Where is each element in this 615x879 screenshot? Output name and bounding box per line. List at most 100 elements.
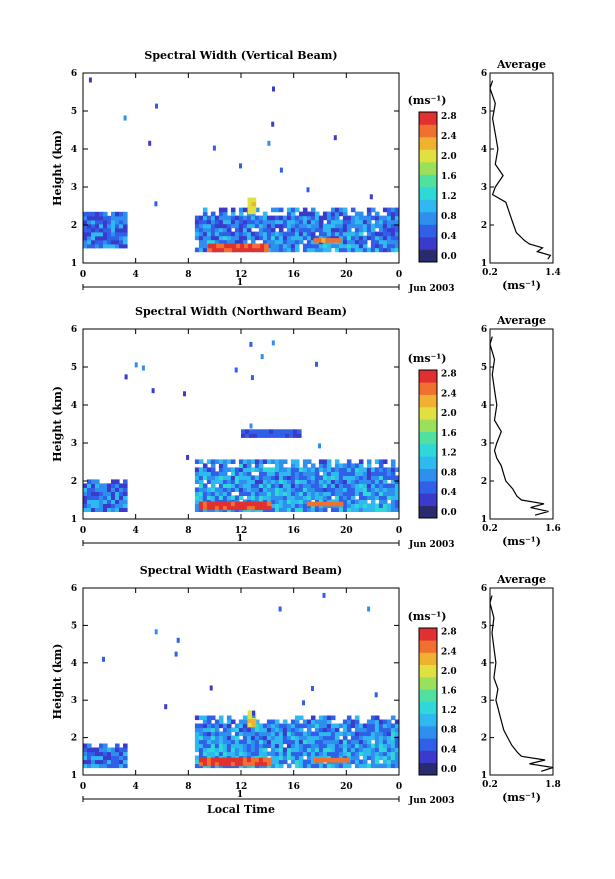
heatmap-cell bbox=[306, 501, 312, 507]
heatmap-cell bbox=[234, 475, 240, 480]
heatmap-cell bbox=[362, 499, 368, 504]
heatmap-cell bbox=[342, 467, 348, 472]
heatmap-cell bbox=[87, 743, 92, 749]
heatmap-cell bbox=[318, 467, 324, 472]
heatmap-cell bbox=[318, 443, 321, 449]
heatmap-cell bbox=[274, 751, 280, 757]
heatmap-cell bbox=[123, 243, 128, 249]
heatmap-cell bbox=[123, 483, 128, 488]
heatmap-cell bbox=[222, 739, 228, 745]
heatmap-cell bbox=[214, 459, 220, 464]
heatmap-cell bbox=[306, 751, 312, 757]
heatmap-cell bbox=[290, 239, 296, 245]
heatmap-cell bbox=[394, 747, 400, 753]
heatmap-cell bbox=[270, 207, 276, 213]
heatmap-cell bbox=[358, 479, 364, 484]
heatmap-cell bbox=[322, 719, 328, 725]
heatmap-cell bbox=[115, 243, 120, 249]
heatmap-cell bbox=[258, 731, 264, 737]
heatmap-cell bbox=[262, 495, 268, 500]
heatmap-cell bbox=[278, 606, 282, 612]
heatmap-cell bbox=[103, 495, 108, 500]
heatmap-cell bbox=[350, 487, 356, 492]
heatmap-cell bbox=[378, 491, 384, 496]
heatmap-cell bbox=[341, 757, 346, 763]
heatmap-cell bbox=[254, 739, 260, 745]
heatmap-cell bbox=[394, 479, 400, 484]
heatmap-cell bbox=[123, 763, 128, 769]
heatmap-cell bbox=[346, 731, 352, 737]
heatmap-cell bbox=[198, 231, 204, 237]
heatmap-cell bbox=[218, 739, 224, 745]
heatmap-cell bbox=[87, 491, 92, 496]
heatmap-cell bbox=[218, 459, 224, 464]
heatmap-cell bbox=[390, 219, 396, 225]
heatmap-cell bbox=[306, 487, 312, 492]
heatmap-cell bbox=[222, 495, 228, 500]
heatmap-cell bbox=[318, 723, 324, 729]
heatmap-cell bbox=[278, 735, 284, 741]
heatmap-cell bbox=[250, 483, 256, 488]
heatmap-cell bbox=[326, 735, 332, 741]
heatmap-cell bbox=[386, 475, 392, 480]
heatmap-cell bbox=[330, 483, 336, 488]
heatmap-cell bbox=[202, 715, 208, 721]
heatmap-cell bbox=[282, 459, 288, 464]
heatmap-cell bbox=[115, 743, 120, 749]
heatmap-cell bbox=[342, 207, 348, 213]
heatmap-cell bbox=[198, 761, 204, 767]
heatmap-cell bbox=[294, 731, 300, 737]
chart-title: Spectral Width (Vertical Beam) bbox=[144, 49, 337, 62]
heatmap-cell bbox=[330, 215, 336, 221]
heatmap-cell bbox=[210, 751, 216, 757]
heatmap-cell bbox=[322, 592, 326, 598]
heatmap-cell bbox=[294, 487, 300, 492]
heatmap-cell bbox=[242, 491, 248, 496]
heatmap-cell bbox=[277, 433, 282, 438]
heatmap-cell bbox=[202, 235, 208, 241]
heatmap-cell bbox=[322, 731, 328, 737]
heatmap-cell bbox=[194, 215, 200, 221]
heatmap-cell bbox=[322, 227, 328, 233]
heatmap-cell bbox=[358, 235, 364, 241]
heatmap-cell bbox=[326, 727, 332, 733]
heatmap-cell bbox=[378, 223, 384, 229]
heatmap-cell bbox=[286, 215, 292, 221]
heatmap-cell bbox=[238, 723, 244, 729]
heatmap-cell bbox=[230, 743, 236, 749]
colorbar-swatch bbox=[419, 112, 437, 125]
heatmap-cell bbox=[350, 739, 356, 745]
heatmap-cell bbox=[338, 247, 344, 253]
heatmap-cell bbox=[246, 731, 252, 737]
heatmap-cell bbox=[386, 207, 392, 213]
heatmap-cell bbox=[266, 475, 272, 480]
heatmap-cell bbox=[278, 235, 284, 241]
heatmap-cell bbox=[246, 727, 252, 733]
heatmap-cell bbox=[378, 227, 384, 233]
heatmap-cell bbox=[222, 239, 228, 245]
heatmap-cell bbox=[382, 479, 388, 484]
heatmap-cell bbox=[382, 483, 388, 488]
heatmap-cell bbox=[302, 719, 308, 725]
heatmap-cell bbox=[242, 757, 248, 763]
heatmap-cell bbox=[115, 507, 120, 512]
colorbar-swatch bbox=[419, 738, 437, 751]
heatmap-cell bbox=[218, 215, 224, 221]
heatmap-cell bbox=[382, 223, 388, 229]
heatmap-cell bbox=[334, 467, 340, 472]
heatmap-cell bbox=[278, 743, 284, 749]
heatmap-cell bbox=[206, 731, 212, 737]
heatmap-cell bbox=[95, 747, 100, 753]
heatmap-cell bbox=[111, 495, 116, 500]
heatmap-cell bbox=[83, 243, 88, 249]
heatmap-cell bbox=[306, 719, 312, 725]
heatmap-cell bbox=[226, 735, 232, 741]
heatmap-cell bbox=[234, 479, 240, 484]
heatmap-cell bbox=[226, 495, 232, 500]
heatmap-cell bbox=[338, 235, 344, 241]
heatmap-cell bbox=[342, 231, 348, 237]
heatmap-cell bbox=[206, 727, 212, 733]
heatmap-cell bbox=[374, 755, 380, 761]
heatmap-cell bbox=[270, 467, 276, 472]
x-tick-label: 16 bbox=[287, 526, 300, 536]
